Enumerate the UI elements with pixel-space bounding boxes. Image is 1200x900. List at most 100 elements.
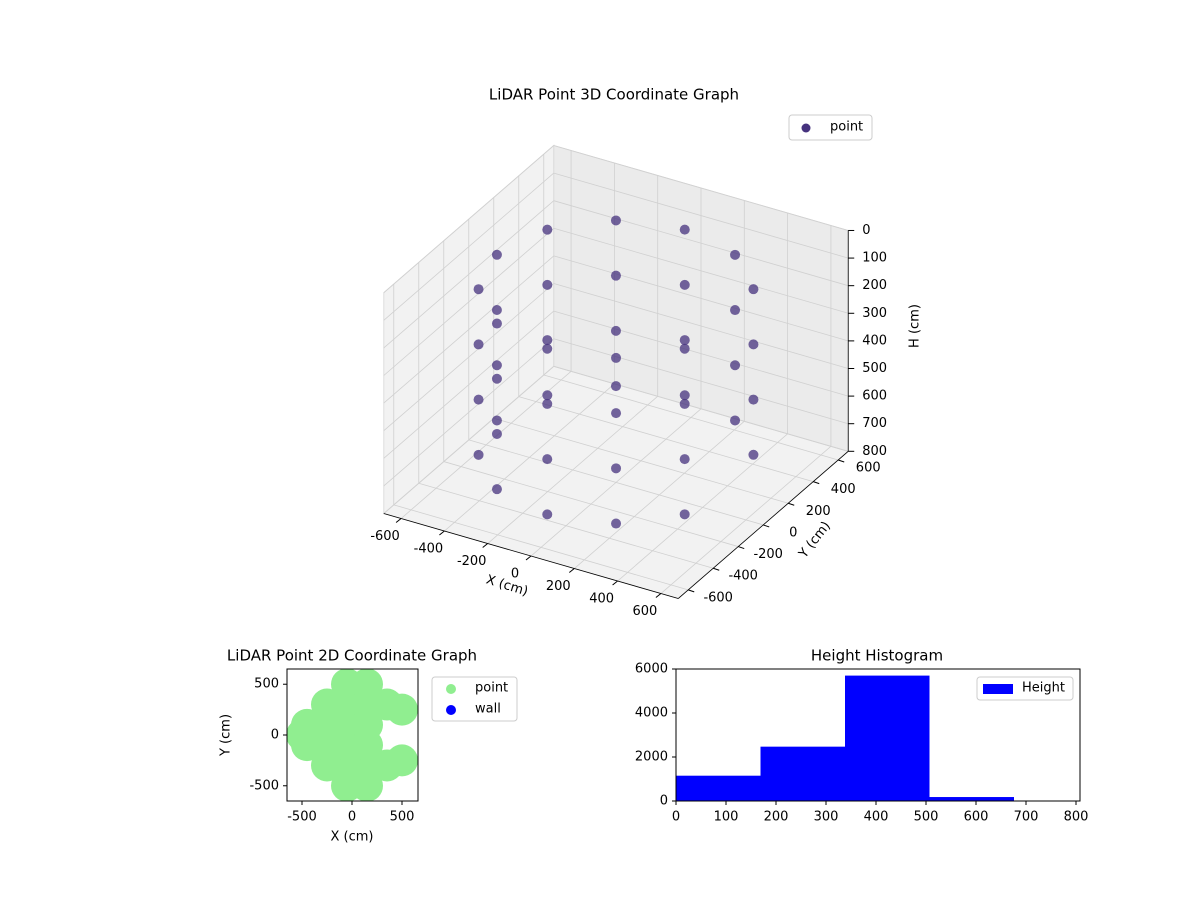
x-tick-label: 0: [348, 810, 356, 825]
x-tick: [439, 530, 445, 536]
x-tick-label: 200: [546, 579, 571, 594]
x-tick-label: 500: [390, 810, 415, 825]
legend-marker: [446, 705, 456, 715]
point: [679, 398, 690, 409]
x-tick-label: -600: [370, 529, 400, 544]
point: [748, 449, 759, 460]
grid-line: [383, 366, 555, 514]
legend-box: [788, 114, 873, 141]
bar: [760, 746, 845, 801]
grid-line: [383, 200, 555, 349]
point: [351, 669, 383, 701]
point: [610, 325, 621, 336]
legend-marker: [801, 123, 811, 133]
chart-title: LiDAR Point 2D Coordinate Graph: [227, 647, 477, 665]
y-tick-label: 0: [271, 728, 279, 743]
grid-line: [443, 461, 739, 547]
x-tick-label: 100: [714, 810, 739, 825]
grid-line: [383, 145, 555, 293]
point: [491, 415, 502, 426]
point: [473, 449, 484, 460]
grid-line: [418, 482, 714, 569]
point: [491, 249, 502, 260]
point: [679, 343, 690, 354]
z-tick-label: 300: [862, 306, 887, 321]
point: [542, 343, 553, 354]
point: [491, 305, 502, 316]
point: [748, 394, 759, 405]
y-axis-line: [677, 451, 849, 599]
point: [610, 270, 621, 281]
z-tick-label: 800: [862, 444, 887, 459]
z-tick-label: 600: [862, 389, 887, 404]
bar: [845, 675, 930, 801]
legend-label: Height: [1022, 681, 1065, 696]
point: [679, 279, 690, 290]
z-tick-label: 400: [862, 333, 887, 348]
grid-line: [553, 310, 849, 397]
x-tick: [612, 580, 618, 586]
point: [730, 360, 741, 371]
y-tick-label: 200: [806, 504, 831, 519]
y-tick-label: 2000: [635, 750, 668, 765]
point: [491, 428, 502, 439]
y-tick: [838, 459, 845, 463]
point: [542, 335, 553, 346]
point: [542, 279, 553, 290]
x-axis-label: X (cm): [484, 573, 530, 600]
point: [748, 339, 759, 350]
y-tick-label: 500: [254, 677, 279, 692]
point: [730, 249, 741, 260]
x-tick-label: 400: [589, 592, 614, 607]
point: [730, 415, 741, 426]
point: [542, 398, 553, 409]
x-tick-label: 200: [764, 810, 789, 825]
point: [679, 509, 690, 520]
grid-line: [383, 338, 555, 487]
x-tick-label: -200: [457, 554, 487, 569]
point: [610, 381, 621, 392]
point: [611, 463, 622, 474]
x-tick-label: -500: [287, 810, 317, 825]
legend-marker: [446, 684, 456, 694]
y-tick-label: 400: [831, 482, 856, 497]
point: [473, 284, 484, 295]
chart-title: LiDAR Point 3D Coordinate Graph: [489, 86, 739, 104]
point: [386, 693, 418, 726]
x-tick-label: 600: [964, 810, 989, 825]
point: [679, 390, 690, 401]
z-axis-label: H (cm): [908, 304, 923, 348]
grid-line: [383, 283, 555, 432]
bar: [929, 797, 1014, 801]
point: [491, 360, 502, 371]
x-tick-label: 400: [864, 810, 889, 825]
grid-line: [518, 396, 814, 483]
grid-line: [553, 172, 849, 259]
point: [611, 518, 622, 529]
z-tick-label: 700: [862, 416, 887, 431]
grid-line: [393, 504, 689, 591]
grid-line: [543, 374, 839, 461]
y-tick-label: -600: [703, 590, 733, 605]
y-axis-label: Y (cm): [796, 519, 834, 562]
z-tick-label: 200: [862, 278, 887, 293]
x-tick: [525, 555, 532, 561]
legend-label: point: [830, 120, 863, 135]
point: [491, 373, 502, 384]
point: [679, 335, 690, 346]
z-tick-label: 500: [862, 361, 887, 376]
point: [610, 215, 621, 226]
x-axis-label: X (cm): [331, 830, 374, 845]
point: [542, 390, 553, 401]
y-tick-label: -200: [753, 547, 783, 562]
y-tick: [788, 502, 795, 506]
x-axis-line: [383, 513, 679, 599]
point: [473, 394, 484, 405]
x-tick: [568, 568, 575, 573]
y-tick-label: -500: [249, 778, 279, 793]
x-tick-label: 0: [672, 810, 680, 825]
grid-line: [553, 145, 849, 231]
point: [491, 484, 502, 495]
grid-line: [383, 227, 555, 376]
